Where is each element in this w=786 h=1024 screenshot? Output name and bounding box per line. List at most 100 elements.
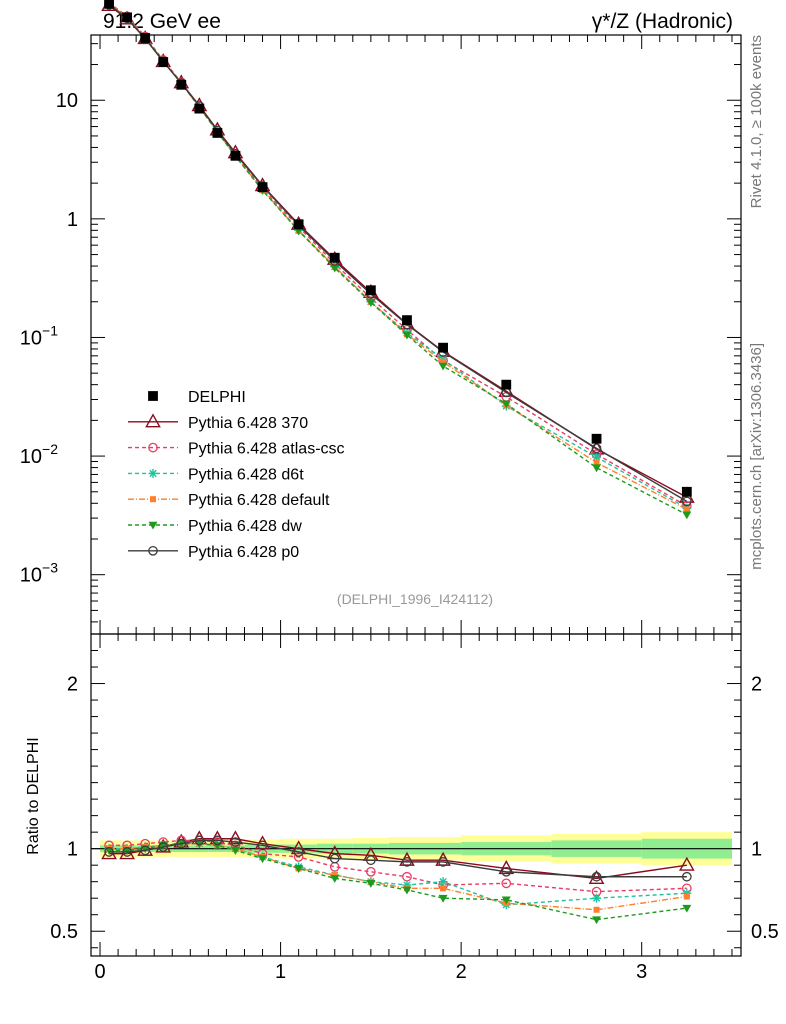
title-right: γ*/Z (Hadronic): [592, 10, 733, 33]
data-point-shape: [122, 12, 133, 23]
series-ratio-point: [293, 852, 304, 862]
series-point: [330, 264, 340, 273]
analysis-id-watermark: (DELPHI_1996_I424112): [337, 591, 493, 607]
rivet-version-text: Rivet 4.1.0, ≥ 100k events: [748, 35, 765, 208]
series-ratio-point-shape: [258, 855, 268, 864]
y-tick-label: 10−1: [20, 322, 58, 349]
series-1-main: [104, 0, 692, 511]
data-series: [104, 0, 692, 497]
legend-item: Pythia 6.428 dw: [128, 518, 302, 535]
y-tick-label-exponent: −3: [42, 560, 58, 576]
series-ratio-point-shape: [402, 857, 412, 867]
series-ratio-point-shape: [293, 847, 304, 857]
series-ratio-point-shape: [593, 906, 600, 913]
series-ratio-point: [683, 893, 690, 900]
series-ratio-point-shape: [592, 916, 602, 925]
data-point: [501, 379, 512, 390]
legend-marker: [150, 496, 156, 503]
series-ratio-point-shape: [498, 860, 515, 875]
series-point: [440, 358, 447, 365]
series-ratio-point: [104, 847, 114, 857]
series-ratio-point-shape: [438, 857, 448, 867]
series-ratio-point: [501, 878, 512, 889]
data-point: [140, 33, 151, 43]
series-ratio-point: [140, 845, 151, 856]
series-ratio-point: [366, 855, 376, 866]
y-tick-label-exponent: −2: [42, 441, 58, 457]
series-ratio-point: [176, 838, 187, 849]
series-ratio-point-shape: [366, 855, 376, 866]
series-ratio-point: [402, 886, 412, 895]
title-left: 91.2 GeV ee: [103, 10, 221, 33]
data-point: [329, 252, 340, 263]
legend-marker: [148, 545, 158, 556]
data-point: [212, 128, 223, 138]
series-point: [591, 443, 602, 454]
series-point-shape: [592, 464, 602, 473]
series-point: [592, 464, 602, 473]
legend-label: Pythia 6.428 atlas-csc: [188, 441, 345, 458]
main-plot-panel: 10310210110−110−210−3: [20, 0, 742, 956]
data-point-shape: [402, 315, 412, 326]
series-ratio-point: [438, 894, 448, 903]
series-ratio-point-shape: [122, 847, 132, 857]
series-ratio-point-shape: [227, 830, 244, 845]
ratio-frame: [90, 633, 742, 957]
series-ratio-point-shape: [402, 886, 412, 895]
series-point: [681, 496, 692, 507]
series-ratio-point-shape: [257, 840, 268, 851]
data-point: [104, 0, 114, 9]
legend-label: Pythia 6.428 dw: [188, 518, 302, 535]
series-ratio-point: [501, 896, 511, 905]
series-ratio-point: [501, 866, 512, 877]
series-ratio-point: [329, 853, 340, 864]
series-3-main: [106, 0, 690, 513]
series-ratio-point-shape: [681, 871, 692, 882]
series-point: [593, 459, 600, 466]
series-ratio-point-shape: [682, 904, 692, 913]
ratio-y-tick-label-left: 2: [67, 674, 78, 696]
series-point: [366, 299, 376, 307]
legend-item: Pythia 6.428 atlas-csc: [128, 441, 345, 458]
series-ratio-point: [227, 830, 244, 845]
ratio-y-tick-label-left: 1: [67, 839, 78, 861]
series-ratio-point: [331, 872, 338, 879]
y-tick-label: 1: [67, 209, 78, 231]
series-ratio-point-shape: [140, 845, 151, 856]
series-ratio-point: [294, 865, 304, 873]
y-tick-label-base: 10: [20, 327, 42, 349]
series-ratio-point-shape: [230, 837, 241, 847]
series-point-stroke: [592, 453, 601, 461]
legend-item: DELPHI: [148, 389, 246, 406]
legend-data-marker: [148, 391, 158, 401]
series-ratio-point-shape: [501, 878, 512, 889]
data-point: [194, 103, 205, 114]
series-ratio-point-shape: [683, 893, 690, 900]
series-ratio-point: [366, 880, 376, 888]
series-point-shape: [440, 358, 447, 365]
series-ratio-point-shape: [176, 838, 187, 849]
data-point-shape: [158, 57, 169, 67]
ratio-y-tick-label-left: 0.5: [50, 921, 78, 943]
series-point-shape: [682, 511, 692, 520]
series-ratio-point-shape: [194, 835, 205, 846]
ratio-plot-panel: 0 1 2 3 2 2 1 1 0.5 0.5: [50, 633, 779, 983]
data-point: [438, 342, 448, 353]
series-ratio-point: [290, 840, 307, 855]
legend-marker-stroke: [149, 469, 157, 478]
series-ratio-line: [109, 839, 687, 878]
legend-label: Pythia 6.428 p0: [188, 544, 299, 561]
series-ratio-point-shape: [501, 896, 511, 905]
series-ratio-point: [212, 835, 223, 846]
legend-marker: [148, 521, 158, 530]
ratio-y-tick-label-right: 2: [751, 674, 762, 696]
series-ratio-point: [366, 866, 376, 877]
data-point-shape: [591, 433, 602, 444]
data-point-shape: [140, 33, 151, 43]
x-tick-label: 2: [456, 961, 467, 983]
series-point: [683, 506, 690, 513]
y-tick-label-exponent: −1: [42, 322, 58, 338]
legend-marker-shape: [148, 545, 158, 556]
data-point: [158, 57, 169, 67]
series-ratio-point-shape: [440, 885, 447, 892]
